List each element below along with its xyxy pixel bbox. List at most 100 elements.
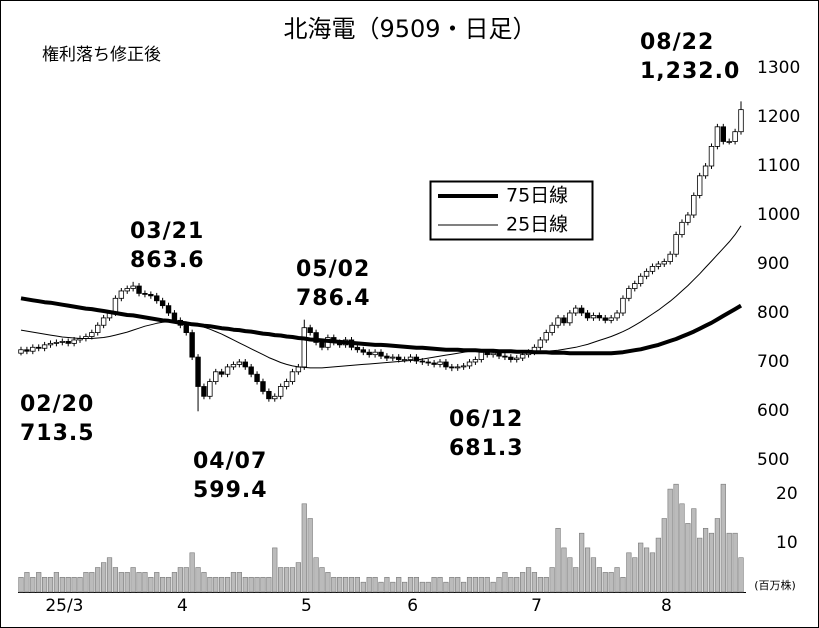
volume-bar: [71, 576, 77, 593]
candle-body: [673, 234, 679, 255]
candle-body: [596, 315, 603, 319]
volume-bar: [366, 576, 372, 593]
y-tick-label: 1200: [757, 107, 800, 127]
candle-body: [726, 141, 732, 143]
candle-body: [508, 356, 514, 360]
volume-bar: [89, 572, 95, 593]
annotation-value: 863.6: [130, 248, 205, 273]
volume-bar: [53, 572, 60, 593]
candle-body: [142, 292, 148, 295]
volume-bar: [354, 576, 360, 593]
candle-body: [685, 214, 691, 223]
candle-body: [449, 366, 455, 369]
volume-bar: [213, 576, 219, 593]
candle-body: [130, 285, 136, 289]
volume-bar: [549, 567, 555, 593]
volume-bar: [402, 581, 408, 593]
volume-bar: [42, 576, 48, 593]
volume-bar: [525, 567, 532, 593]
volume-bar: [260, 576, 266, 593]
volume-bar: [390, 581, 396, 593]
legend-box: [429, 180, 594, 241]
candle-body: [396, 356, 402, 360]
y-tick-label: 500: [757, 450, 789, 470]
volume-bar: [590, 557, 597, 593]
candle-body: [708, 145, 715, 167]
volume-bar: [130, 567, 136, 593]
candle-body: [277, 386, 284, 397]
annotation-value: 713.5: [20, 421, 95, 446]
candle-body: [230, 364, 237, 368]
candle-body: [47, 342, 54, 346]
candle-body: [165, 305, 172, 314]
annotation-date: 02/20: [20, 392, 94, 417]
volume-bar: [59, 576, 65, 593]
candle-body: [201, 386, 207, 397]
candle-body: [413, 356, 420, 362]
candle-body: [478, 351, 485, 360]
volume-bar: [219, 576, 225, 593]
volume-bar: [579, 532, 585, 593]
candle-body: [283, 381, 290, 387]
candle-body: [53, 341, 60, 344]
volume-bar: [36, 572, 42, 593]
candle-body: [419, 360, 426, 363]
volume-bar: [236, 572, 242, 593]
candle-body: [260, 381, 266, 392]
candle-body: [218, 371, 225, 375]
candle-body: [24, 349, 30, 352]
volume-bar: [561, 547, 567, 593]
candle-body: [313, 332, 319, 343]
volume-bar: [30, 576, 36, 593]
candle-body: [71, 339, 77, 344]
candle-body: [738, 109, 744, 133]
volume-bar: [431, 576, 437, 593]
volume-bar: [608, 572, 614, 593]
volume-bar: [697, 537, 703, 593]
candle-body: [720, 126, 726, 142]
volume-bar: [160, 576, 166, 593]
candle-body: [561, 317, 567, 324]
volume-bar: [555, 527, 561, 593]
volume-bar: [643, 547, 650, 593]
candle-body: [295, 366, 302, 373]
annotation-date: 05/02: [296, 257, 370, 282]
candle-body: [236, 361, 243, 365]
candle-body: [584, 312, 591, 319]
candle-body: [667, 253, 673, 262]
candle-body: [679, 221, 685, 236]
candle-body: [154, 295, 160, 302]
subtitle: 権利落ち修正後: [42, 45, 161, 65]
volume-bar: [272, 547, 278, 593]
volume-bar: [655, 537, 661, 593]
candle-body: [254, 373, 260, 382]
y-tick-label: 1000: [757, 205, 800, 225]
volume-bar: [537, 576, 543, 593]
volume-bar: [65, 576, 71, 593]
volume-bar: [301, 503, 307, 593]
annotation-date: 04/07: [193, 449, 267, 474]
volume-bar: [112, 567, 119, 593]
volume-bar: [472, 576, 479, 593]
volume-bar: [118, 572, 124, 593]
volume-bar: [602, 572, 608, 593]
volume-bar: [189, 552, 195, 593]
volume-bar: [449, 576, 455, 593]
candle-body: [59, 341, 66, 343]
x-tick-label: 25/3: [45, 596, 83, 616]
ma-line: [20, 296, 743, 356]
volume-bar: [520, 572, 526, 593]
volume-bar: [614, 567, 620, 593]
chart-title: 北海電（9509・日足）: [283, 15, 536, 43]
x-tick-label: 6: [407, 596, 418, 616]
volume-bar: [342, 576, 349, 593]
volume-bar: [106, 557, 113, 593]
volume-bar: [632, 557, 638, 593]
y-tick-label: 900: [757, 254, 789, 274]
candle-body: [425, 361, 431, 364]
volume-bar: [378, 581, 384, 593]
candle-body: [95, 324, 101, 333]
volume-bar: [325, 572, 331, 593]
candle-body: [372, 351, 378, 356]
volume-bar: [266, 576, 272, 593]
